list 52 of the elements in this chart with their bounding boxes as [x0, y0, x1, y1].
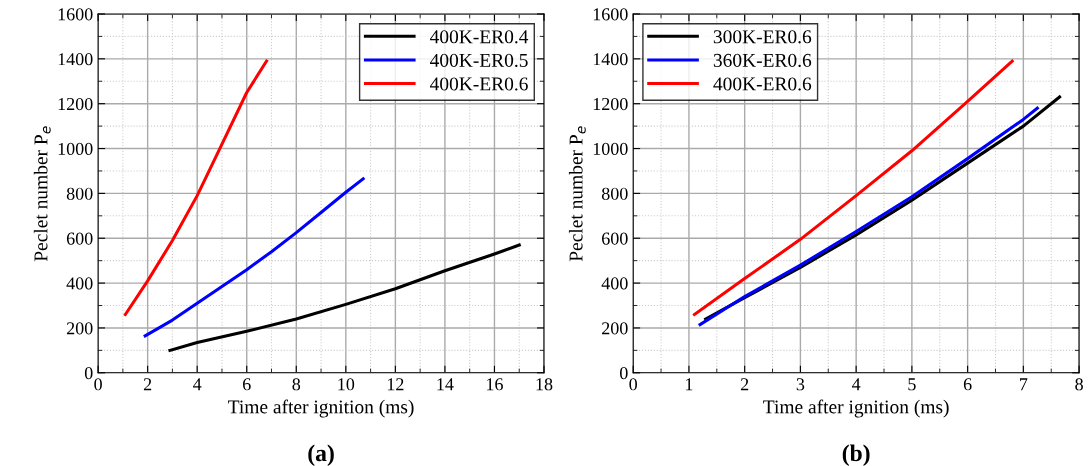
text: (a) [308, 444, 334, 466]
line-series [123, 59, 269, 317]
y-tick-label: 600 [602, 232, 628, 245]
y-tick-label: 0 [84, 367, 93, 380]
x-tick-label: 18 [536, 378, 553, 391]
legend-label: 400K-ER0.6 [430, 77, 528, 91]
y-tick-label: 1600 [593, 8, 628, 21]
x-tick-label: 4 [193, 378, 202, 391]
y-tick-label: 200 [602, 322, 628, 335]
y-tick-label: 1000 [58, 142, 93, 155]
x-tick-label: 1 [686, 378, 693, 391]
y-tick-label: 200 [66, 322, 93, 335]
x-tick-label: 8 [292, 378, 301, 391]
x-tick-label: 12 [387, 378, 404, 391]
y-tick-label: 1000 [593, 142, 628, 155]
y-tick-label: 1400 [593, 53, 628, 66]
x-tick-label: 6 [963, 378, 972, 391]
legend-label: 400K-ER0.5 [430, 53, 528, 68]
legend-label: 300K-ER0.6 [713, 30, 812, 44]
y-tick-label: 1200 [593, 97, 628, 111]
y-tick-label: 800 [66, 187, 93, 200]
x-tick-label: 0 [94, 378, 102, 391]
x-tick-label: 2 [740, 378, 749, 391]
y-tick-label: 1600 [58, 8, 93, 21]
y-tick-label: 0 [619, 367, 628, 380]
legend-label: 400K-ER0.4 [430, 30, 529, 44]
x-axis-title: Time after ignition (ms) [763, 399, 949, 418]
x-tick-label: 16 [487, 378, 503, 391]
x-tick-label: 3 [796, 378, 805, 391]
x-tick-label: 10 [338, 378, 355, 391]
x-tick-label: 0 [629, 378, 638, 391]
y-axis-title: Peclet number P$_{e}$ [568, 126, 586, 262]
x-tick-label: 14 [437, 378, 454, 391]
x-tick-label: 4 [851, 378, 861, 391]
y-tick-label: 400 [66, 277, 93, 290]
y-tick-label: 400 [601, 277, 628, 290]
x-tick-label: 5 [908, 378, 916, 391]
line-series [168, 243, 521, 352]
legend-label: 400K-ER0.6 [713, 77, 812, 91]
line-series [143, 177, 365, 338]
y-tick-label: 1200 [58, 97, 93, 111]
x-axis-title: Time after ignition (ms) [228, 399, 414, 418]
x-tick-label: 2 [143, 378, 152, 391]
y-axis-title: Peclet number P$_{e}$ [33, 126, 51, 262]
x-tick-label: 7 [1020, 378, 1028, 391]
y-tick-label: 1400 [58, 53, 93, 66]
y-tick-label: 800 [601, 187, 628, 200]
legend-label: 360K-ER0.6 [713, 53, 812, 68]
x-tick-label: 6 [243, 378, 251, 391]
x-tick-label: 8 [1075, 378, 1083, 391]
text: (b) [842, 444, 870, 466]
y-tick-label: 600 [66, 232, 93, 245]
